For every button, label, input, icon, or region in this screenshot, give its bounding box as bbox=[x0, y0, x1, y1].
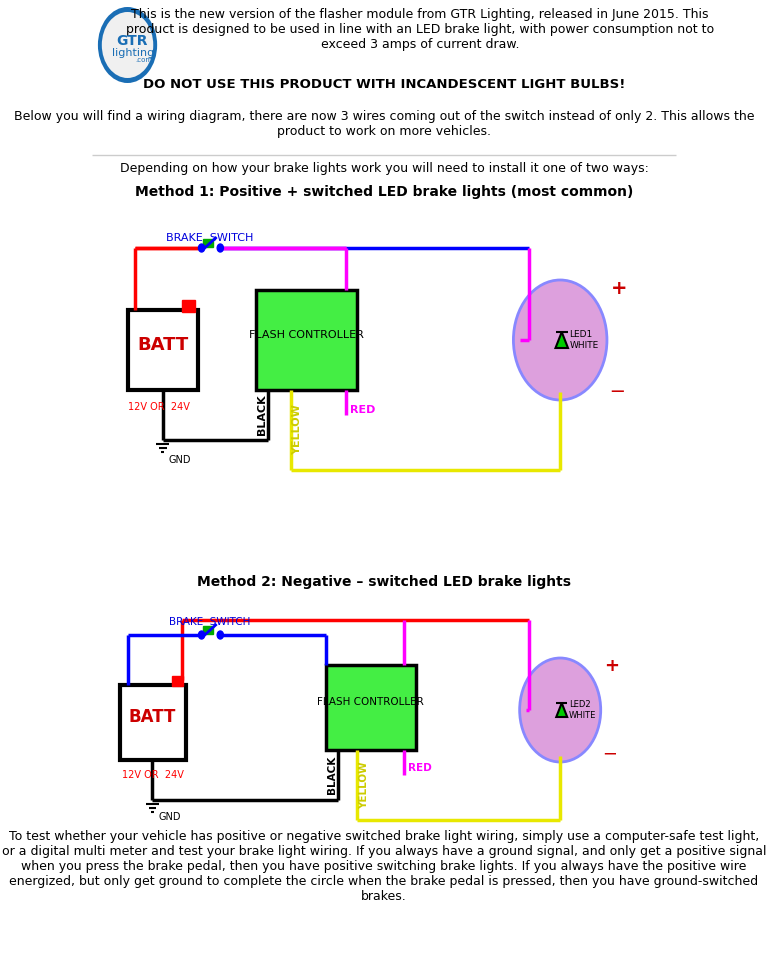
Text: Below you will find a wiring diagram, there are now 3 wires coming out of the sw: Below you will find a wiring diagram, th… bbox=[14, 110, 754, 138]
Circle shape bbox=[520, 658, 601, 762]
Text: BRAKE  SWITCH: BRAKE SWITCH bbox=[169, 617, 250, 627]
Text: BLACK: BLACK bbox=[326, 756, 337, 794]
Circle shape bbox=[98, 7, 157, 83]
Text: This is the new version of the flasher module from GTR Lighting, released in Jun: This is the new version of the flasher m… bbox=[126, 8, 714, 51]
FancyBboxPatch shape bbox=[204, 239, 214, 247]
Circle shape bbox=[217, 631, 223, 639]
FancyBboxPatch shape bbox=[182, 300, 194, 312]
Text: FLASH CONTROLLER: FLASH CONTROLLER bbox=[250, 330, 364, 340]
Text: Method 2: Negative – switched LED brake lights: Method 2: Negative – switched LED brake … bbox=[197, 575, 571, 589]
Text: +: + bbox=[604, 657, 619, 675]
FancyBboxPatch shape bbox=[326, 665, 416, 750]
Text: ─: ─ bbox=[611, 382, 623, 402]
Polygon shape bbox=[556, 703, 568, 717]
Text: Depending on how your brake lights work you will need to install it one of two w: Depending on how your brake lights work … bbox=[120, 162, 648, 175]
Circle shape bbox=[102, 12, 154, 78]
Circle shape bbox=[198, 631, 205, 639]
Text: Method 1: Positive + switched LED brake lights (most common): Method 1: Positive + switched LED brake … bbox=[135, 185, 633, 199]
Text: BLACK: BLACK bbox=[257, 395, 266, 436]
Circle shape bbox=[513, 280, 607, 400]
Text: +: + bbox=[611, 279, 627, 297]
Circle shape bbox=[217, 244, 223, 252]
Text: DO NOT USE THIS PRODUCT WITH INCANDESCENT LIGHT BULBS!: DO NOT USE THIS PRODUCT WITH INCANDESCEN… bbox=[143, 78, 625, 91]
Text: RED: RED bbox=[349, 405, 375, 415]
Text: BATT: BATT bbox=[137, 336, 188, 354]
Text: GND: GND bbox=[169, 455, 191, 465]
FancyBboxPatch shape bbox=[127, 310, 197, 390]
Text: FLASH CONTROLLER: FLASH CONTROLLER bbox=[317, 697, 424, 707]
Text: RED: RED bbox=[408, 763, 432, 773]
FancyBboxPatch shape bbox=[172, 676, 183, 686]
Text: YELLOW: YELLOW bbox=[359, 761, 369, 809]
Text: lighting: lighting bbox=[112, 48, 154, 58]
Text: ─: ─ bbox=[604, 745, 614, 763]
Text: BRAKE  SWITCH: BRAKE SWITCH bbox=[166, 233, 253, 243]
Text: GTR: GTR bbox=[117, 34, 148, 48]
Text: YELLOW: YELLOW bbox=[293, 405, 303, 455]
Text: LED1
WHITE: LED1 WHITE bbox=[570, 330, 599, 349]
FancyBboxPatch shape bbox=[257, 290, 357, 390]
Text: .com: .com bbox=[135, 57, 152, 63]
Text: 12V OR  24V: 12V OR 24V bbox=[127, 402, 190, 412]
Polygon shape bbox=[555, 332, 568, 348]
Text: BATT: BATT bbox=[129, 708, 176, 726]
Circle shape bbox=[198, 244, 205, 252]
Text: GND: GND bbox=[159, 812, 181, 822]
Text: To test whether your vehicle has positive or negative switched brake light wirin: To test whether your vehicle has positiv… bbox=[2, 830, 766, 903]
FancyBboxPatch shape bbox=[120, 685, 186, 760]
Text: 12V OR  24V: 12V OR 24V bbox=[121, 770, 184, 780]
FancyBboxPatch shape bbox=[204, 626, 214, 634]
Text: LED2
WHITE: LED2 WHITE bbox=[569, 700, 596, 719]
